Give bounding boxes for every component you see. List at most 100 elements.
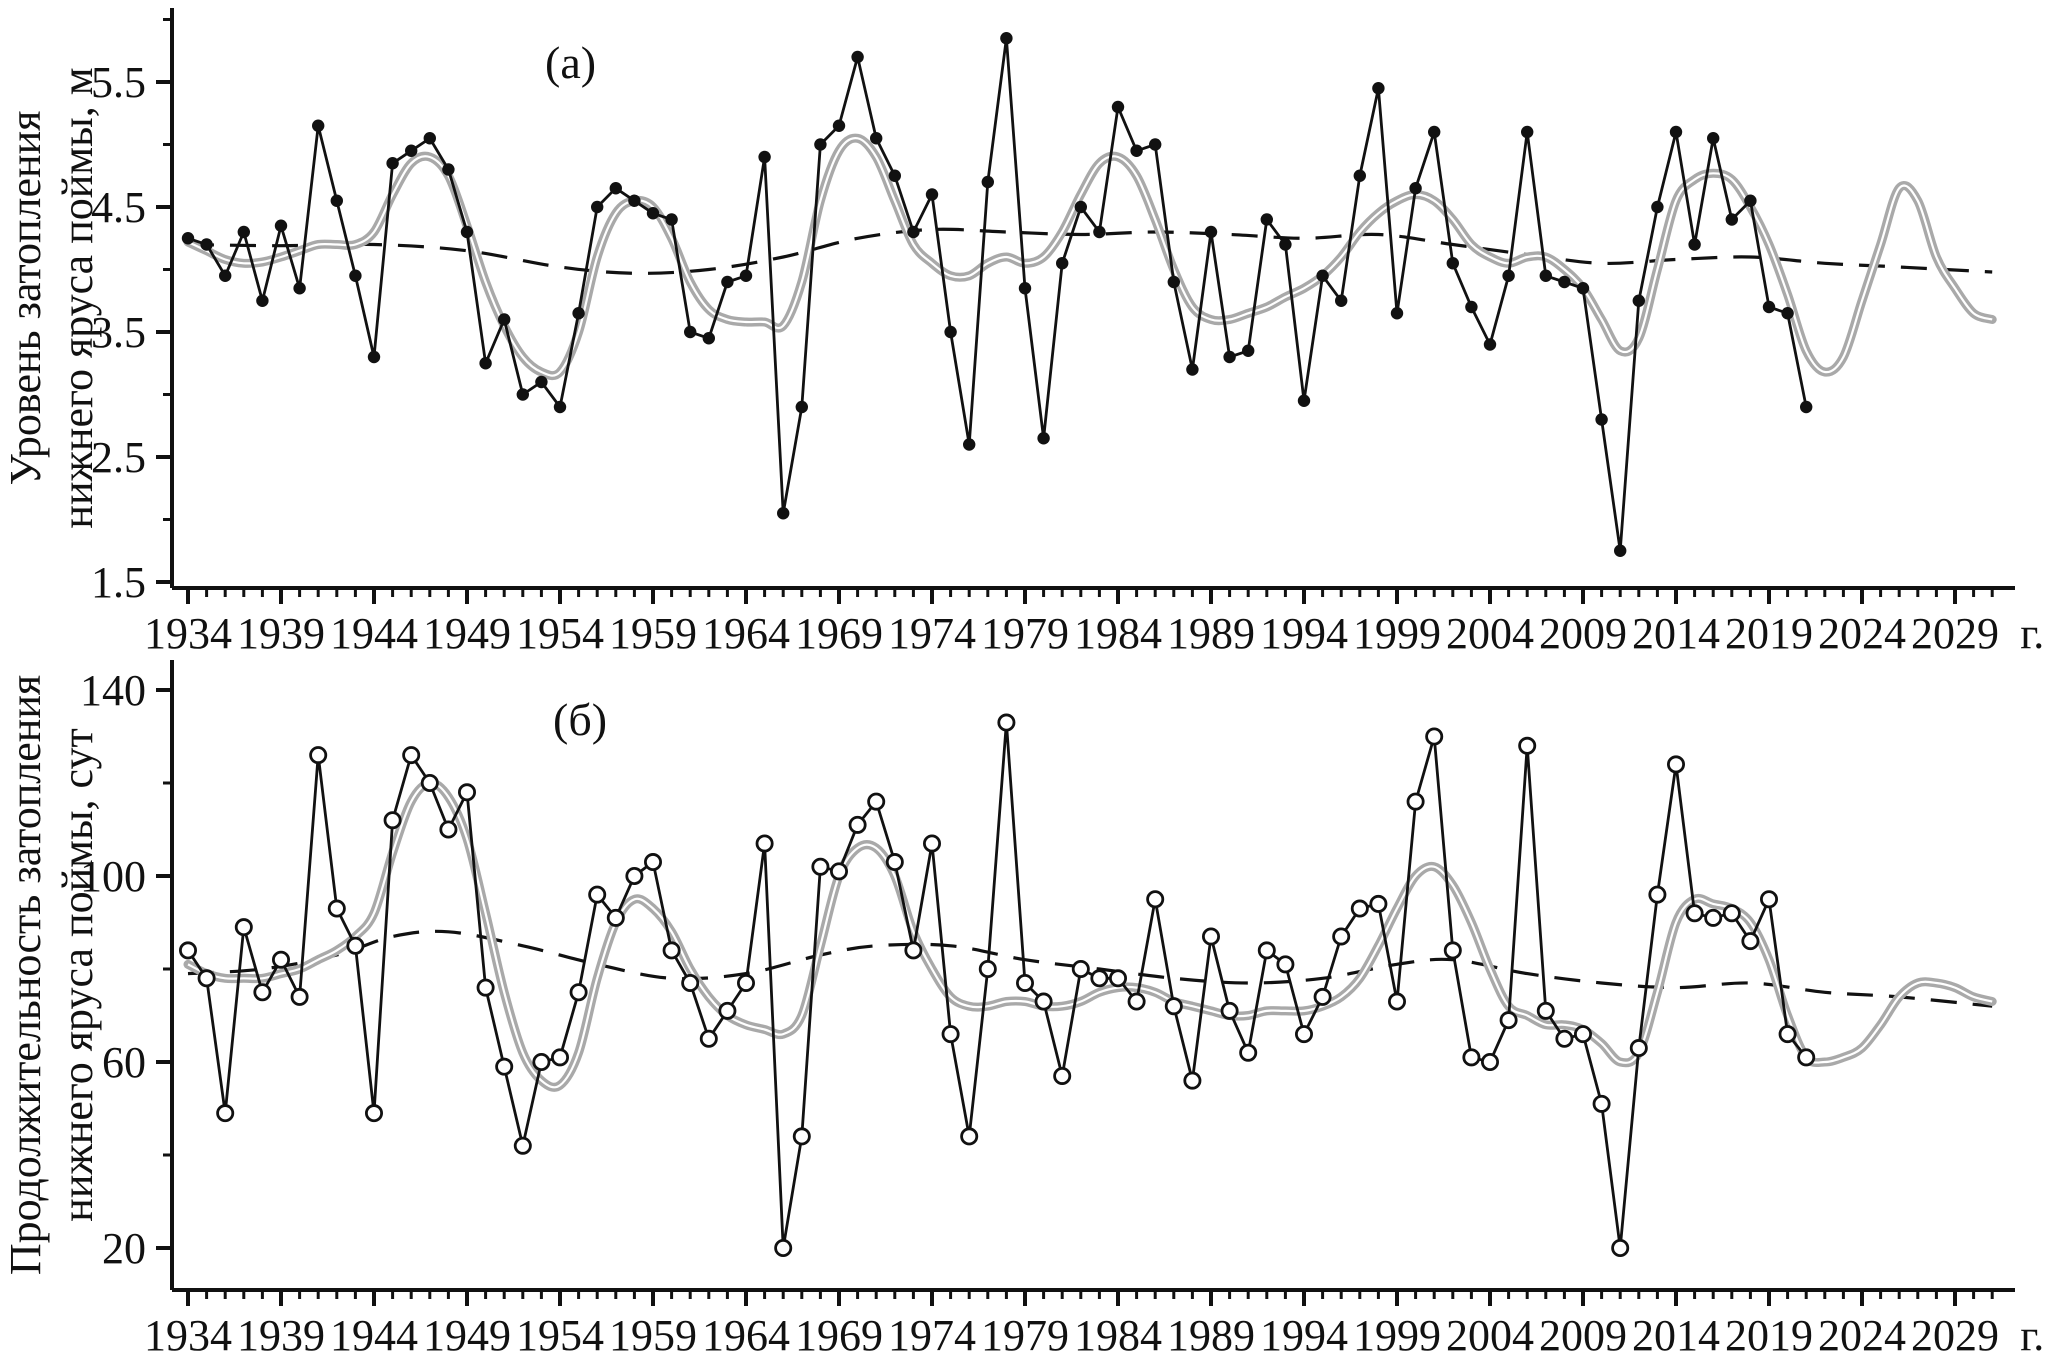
data-point-filled-circle [907, 225, 920, 239]
x-tick-label: 2029 [1911, 1311, 1999, 1360]
data-point-open-circle [1704, 908, 1723, 927]
data-point-filled-circle [1409, 182, 1422, 195]
x-tick-label: 2024 [1818, 609, 1906, 658]
data-point-filled-circle [814, 138, 827, 151]
data-point-open-circle [1499, 1011, 1518, 1030]
x-tick-label: 1944 [330, 609, 418, 658]
x-tick-label: 1974 [888, 609, 976, 658]
data-point-open-circle [1722, 904, 1741, 923]
panel-a-trend-curve [187, 227, 1993, 275]
x-tick-label: 1999 [1353, 1311, 1441, 1360]
panel-b-annual-markers [178, 713, 1816, 1258]
data-point-open-circle [364, 1104, 383, 1123]
data-point-open-circle [644, 853, 663, 872]
data-point-open-circle [1239, 1043, 1258, 1062]
data-point-open-circle [867, 792, 886, 811]
data-point-filled-circle [1744, 194, 1757, 207]
data-point-filled-circle [832, 119, 846, 132]
data-point-open-circle [1778, 1025, 1797, 1044]
data-point-filled-circle [888, 169, 901, 182]
data-point-filled-circle [274, 219, 288, 232]
data-point-open-circle [848, 815, 867, 834]
data-point-filled-circle [721, 275, 734, 289]
data-point-filled-circle [1037, 432, 1050, 445]
data-point-open-circle [774, 1239, 793, 1258]
data-point-open-circle [699, 1029, 718, 1048]
data-point-open-circle [737, 973, 756, 992]
data-point-filled-circle [1521, 125, 1534, 139]
x-tick-label: 1974 [888, 1311, 976, 1360]
data-point-open-circle [1053, 1066, 1072, 1085]
data-point-filled-circle [1707, 132, 1720, 145]
data-point-filled-circle [1242, 344, 1255, 357]
panel-b-label: (б) [553, 694, 607, 745]
data-point-filled-circle [1130, 144, 1143, 157]
panel-a-annual-line [187, 38, 1808, 551]
data-point-open-circle [1109, 969, 1128, 988]
y-tick-label: 2.5 [91, 433, 146, 482]
x-tick-label: 2014 [1632, 609, 1720, 658]
data-point-filled-circle [386, 157, 399, 170]
data-point-filled-circle [1558, 275, 1571, 289]
data-point-filled-circle [293, 282, 306, 295]
x-tick-label: 2004 [1446, 1311, 1534, 1360]
data-point-filled-circle [684, 325, 697, 339]
data-point-filled-circle [553, 400, 567, 414]
data-point-open-circle [1090, 969, 1109, 988]
data-point-open-circle [1741, 932, 1760, 951]
data-point-open-circle [1518, 736, 1537, 755]
data-point-open-circle [755, 834, 774, 853]
data-point-filled-circle [1595, 413, 1608, 426]
x-tick-label: 1979 [981, 609, 1069, 658]
x-axis-unit-label: г. [2020, 609, 2044, 658]
data-point-open-circle [1034, 992, 1053, 1011]
data-point-filled-circle [1800, 400, 1813, 414]
data-point-filled-circle [1167, 275, 1181, 289]
panel-b-smoothed-curve [183, 778, 1997, 1092]
data-point-open-circle [625, 867, 644, 886]
data-point-open-circle [420, 774, 439, 793]
data-point-filled-circle [702, 332, 715, 345]
data-point-open-circle [1127, 992, 1146, 1011]
data-point-open-circle [1295, 1025, 1314, 1044]
data-point-filled-circle [1316, 269, 1329, 282]
data-point-filled-circle [181, 232, 195, 245]
panel-a-annual-markers [181, 32, 1813, 557]
y-tick-label: 4.5 [91, 183, 146, 232]
data-point-filled-circle [851, 50, 864, 64]
data-point-open-circle [495, 1057, 514, 1076]
data-point-filled-circle [1223, 350, 1236, 364]
x-tick-label: 1959 [609, 609, 697, 658]
data-point-filled-circle [367, 350, 381, 364]
data-point-filled-circle [944, 325, 957, 339]
data-point-filled-circle [1093, 225, 1106, 239]
y-tick-label: 3.5 [91, 308, 146, 357]
data-point-filled-circle [1018, 282, 1032, 295]
y-tick-label: 140 [80, 666, 146, 715]
data-point-open-circle [1760, 890, 1779, 909]
data-point-filled-circle [1372, 82, 1385, 95]
data-point-open-circle [681, 973, 700, 992]
data-point-filled-circle [925, 188, 939, 201]
data-point-filled-circle [200, 238, 213, 251]
data-point-open-circle [1443, 941, 1462, 960]
x-tick-label: 1984 [1074, 1311, 1162, 1360]
data-point-filled-circle [349, 269, 362, 282]
data-point-filled-circle [1632, 294, 1646, 307]
x-tick-label: 1954 [516, 1311, 604, 1360]
data-point-filled-circle [1204, 225, 1218, 239]
data-point-open-circle [1350, 899, 1369, 918]
x-tick-label: 1949 [423, 609, 511, 658]
data-point-open-circle [1648, 885, 1667, 904]
data-point-open-circle [885, 853, 904, 872]
x-tick-label: 1999 [1353, 609, 1441, 658]
data-point-filled-circle [1465, 300, 1478, 314]
x-axis-unit-label: г. [2020, 1311, 2044, 1360]
data-point-filled-circle [870, 132, 883, 145]
x-tick-label: 1939 [237, 1311, 325, 1360]
